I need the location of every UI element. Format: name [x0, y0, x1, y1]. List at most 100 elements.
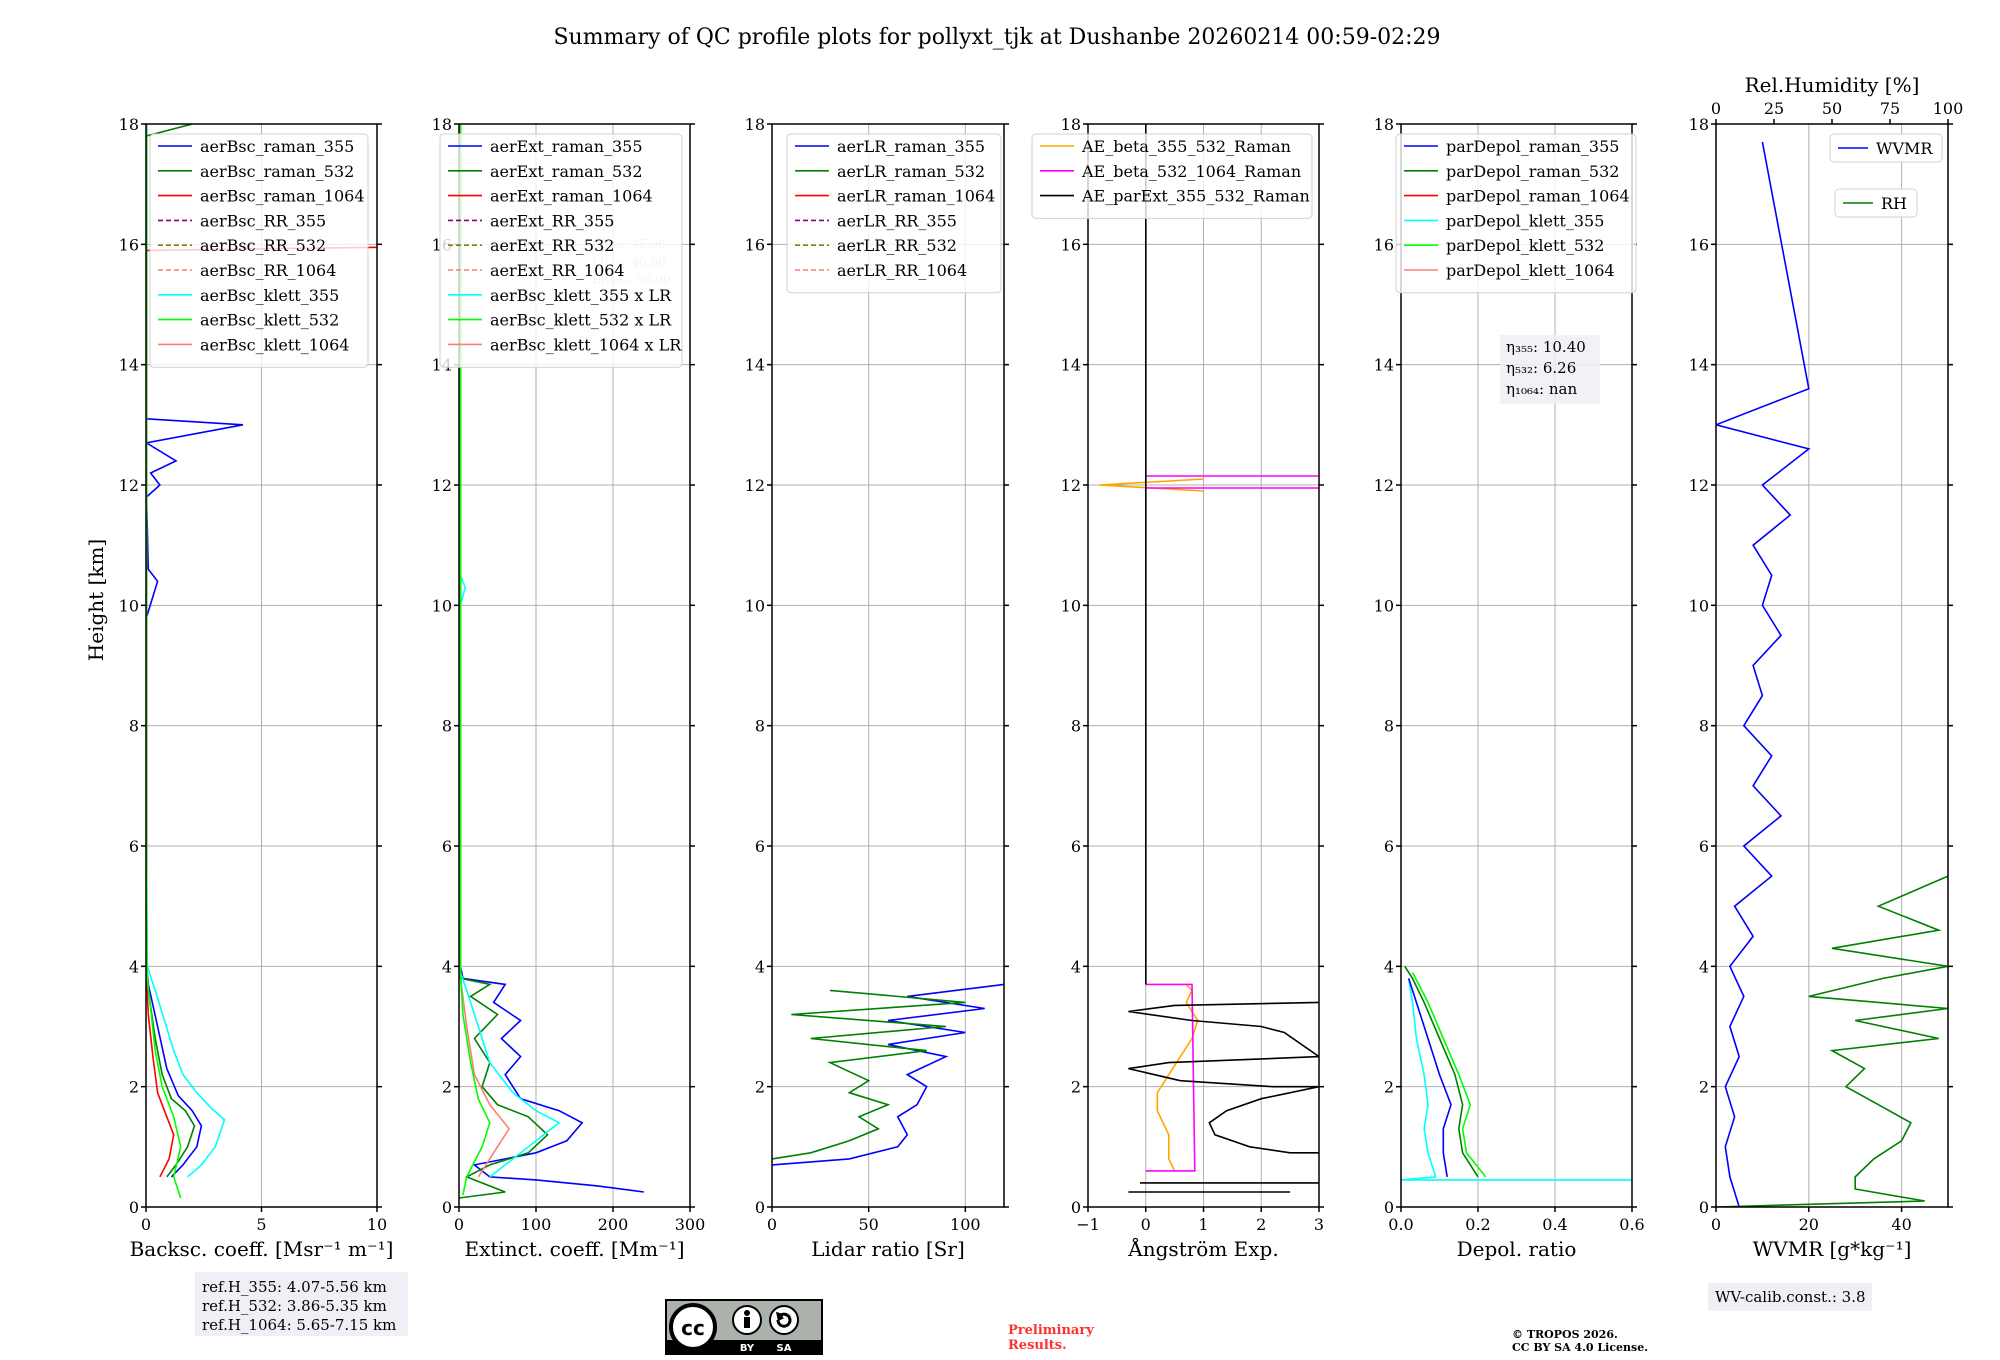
legend-ae: AE_beta_355_532_Raman AE_beta_532_1064_Ra… — [1031, 133, 1313, 219]
legend-label: aerBsc_klett_355 x LR — [490, 286, 672, 305]
legend-label: aerBsc_klett_532 x LR — [490, 311, 672, 330]
legend-frame — [439, 133, 683, 368]
panel-lr: 0 2 4 6 8 10 12 14 16 18 0 50 100 Lidar ratio [Sr] aer… — [745, 115, 1009, 1261]
series-AE_beta_355_532_Raman — [1156, 983, 1199, 1172]
x-tick-label: 10 — [367, 1215, 387, 1234]
wv-calib-constant: WV-calib.const.: 3.8 — [1715, 1288, 1866, 1306]
legend-label: aerBsc_raman_355 — [200, 137, 354, 156]
y-tick-label: 6 — [1071, 837, 1081, 856]
legend-label: aerExt_RR_1064 — [490, 261, 625, 280]
series-aerLR_raman_532 — [772, 989, 966, 1160]
copyright-line1: © TROPOS 2026. — [1512, 1328, 1618, 1341]
x-tick-label: 1 — [1198, 1215, 1208, 1234]
legend-label: aerExt_RR_355 — [490, 211, 614, 230]
y-tick-label: 12 — [1689, 476, 1709, 495]
legend-frame — [1829, 133, 1943, 163]
ref-heights-box: ref.H_355: 4.07-5.56 km ref.H_532: 3.86-… — [195, 1272, 408, 1336]
y-tick-label: 4 — [129, 957, 139, 976]
legend-label: aerBsc_klett_532 — [200, 311, 339, 330]
top-tick-label: 100 — [1933, 99, 1964, 118]
legend-frame — [786, 133, 1002, 294]
legend-ext: aerExt_raman_355 aerExt_raman_532 aerExt_r… — [439, 133, 683, 368]
y-tick-label: 0 — [1071, 1198, 1081, 1217]
y-tick-label: 16 — [1061, 235, 1081, 254]
legend-label: aerBsc_raman_1064 — [200, 187, 365, 206]
y-tick-label: 14 — [1374, 356, 1394, 375]
y-tick-label: 8 — [129, 717, 139, 736]
wv-calib-box: WV-calib.const.: 3.8 — [1708, 1283, 1872, 1311]
y-tick-label: 0 — [1699, 1198, 1709, 1217]
x-tick-label: 300 — [675, 1215, 706, 1234]
y-tick-label: 12 — [1061, 476, 1081, 495]
y-tick-label: 2 — [755, 1078, 765, 1097]
x-tick-label: 2 — [1256, 1215, 1266, 1234]
cc-license-badge: cc BY SA — [665, 1299, 823, 1355]
series-aerExt_raman_532 — [459, 124, 549, 1199]
series-aerBsc_klett_355 x LR — [459, 124, 561, 1178]
y-tick-label: 8 — [1384, 717, 1394, 736]
legend-label: aerExt_raman_532 — [490, 162, 643, 181]
y-tick-label: 0 — [442, 1198, 452, 1217]
legend-label: parDepol_klett_355 — [1446, 211, 1604, 230]
sa-label: SA — [777, 1343, 792, 1354]
legend-label: AE_beta_355_532_Raman — [1081, 137, 1291, 156]
series-AE_beta_532_1064_Raman — [1145, 983, 1196, 1172]
legend-depol: parDepol_raman_355 parDepol_raman_532 parD… — [1395, 133, 1637, 294]
figure-title: Summary of QC profile plots for pollyxt_… — [553, 25, 1440, 50]
legend-frame — [1031, 133, 1313, 219]
y-tick-label: 10 — [1374, 596, 1394, 615]
y-tick-label: 2 — [1699, 1078, 1709, 1097]
series-aerBsc_klett_532 — [146, 124, 182, 1199]
y-tick-label: 18 — [1689, 115, 1709, 134]
y-tick-label: 10 — [119, 596, 139, 615]
y-tick-label: 6 — [1384, 837, 1394, 856]
y-tick-label: 0 — [129, 1198, 139, 1217]
legend-label: aerBsc_klett_1064 — [200, 335, 349, 354]
legend-label: aerExt_raman_355 — [490, 137, 643, 156]
y-tick-label: 2 — [1071, 1078, 1081, 1097]
y-tick-label: 4 — [1071, 957, 1081, 976]
series-aerExt_raman_355 — [459, 124, 644, 1193]
top-tick-label: 25 — [1764, 99, 1784, 118]
series-aerLR_raman_355 — [772, 983, 1004, 1166]
legend-label: aerBsc_raman_532 — [200, 162, 354, 181]
legend-label: RH — [1881, 194, 1907, 213]
legend-label: parDepol_raman_1064 — [1446, 187, 1630, 206]
y-tick-label: 8 — [1699, 717, 1709, 736]
series-parDepol_klett_532 — [1411, 972, 1487, 1178]
y-tick-label: 8 — [442, 717, 452, 736]
x-tick-label: 5 — [256, 1215, 266, 1234]
x-tick-label: 0 — [767, 1215, 777, 1234]
y-tick-label: 10 — [1061, 596, 1081, 615]
top-tick-label: 75 — [1880, 99, 1900, 118]
sa-icon — [776, 1311, 792, 1328]
top-axis-label: Rel.Humidity [%] — [1745, 73, 1920, 97]
y-tick-label: 0 — [1384, 1198, 1394, 1217]
y-tick-label: 4 — [1699, 957, 1709, 976]
x-tick-label: 200 — [598, 1215, 629, 1234]
x-tick-label: 0 — [454, 1215, 464, 1234]
top-tick-label: 0 — [1711, 99, 1721, 118]
x-tick-label: 0 — [141, 1215, 151, 1234]
annotation-depol: η₅₃₂: 6.26 — [1506, 359, 1576, 377]
y-tick-label: 10 — [1689, 596, 1709, 615]
y-tick-label: 2 — [1384, 1078, 1394, 1097]
by-label: BY — [740, 1343, 755, 1354]
legend-label: aerLR_raman_532 — [837, 162, 985, 181]
legend-label: AE_beta_532_1064_Raman — [1081, 162, 1301, 181]
panel-depol: 0 2 4 6 8 10 12 14 16 18 0.0 0.2 0.4 0.6 Depol. ratio η… — [1374, 115, 1645, 1261]
y-tick-label: 6 — [129, 837, 139, 856]
x-axis-label-wv: WVMR [g*kg⁻¹] — [1753, 1237, 1912, 1261]
y-tick-label: 2 — [129, 1078, 139, 1097]
y-tick-label: 14 — [1061, 356, 1081, 375]
legend-label: aerExt_RR_532 — [490, 236, 614, 255]
legend-label: aerExt_raman_1064 — [490, 187, 653, 206]
legend-label: aerBsc_RR_532 — [200, 236, 326, 255]
preliminary-note-line2: Results. — [1008, 1338, 1067, 1353]
legend-label: parDepol_raman_532 — [1446, 162, 1619, 181]
legend-label: WVMR — [1876, 139, 1933, 158]
legend-label: AE_parExt_355_532_Raman — [1081, 187, 1310, 206]
legend-label: aerLR_RR_1064 — [837, 261, 967, 280]
series-WVMR — [1716, 141, 1811, 1207]
